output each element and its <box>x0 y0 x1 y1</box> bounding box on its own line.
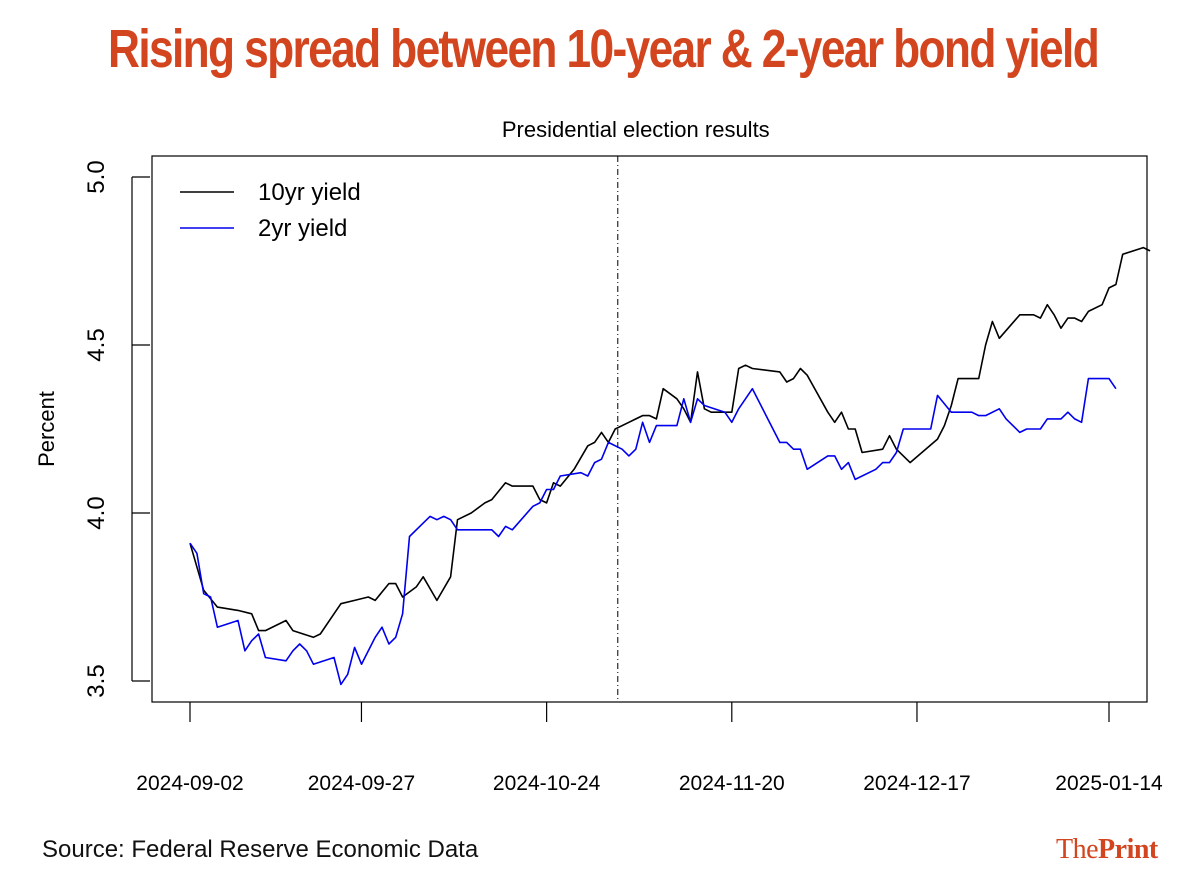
series-line-10yr <box>189 246 1151 639</box>
y-axis-label: Percent <box>34 391 59 467</box>
plot-frame <box>151 155 1148 703</box>
x-tick-label-3: 2024-11-20 <box>679 772 785 795</box>
y-tick-label-2: 4.5 <box>83 328 110 361</box>
x-tick-label-1: 2024-09-27 <box>308 772 415 795</box>
y-tick-label-3: 5.0 <box>83 160 110 193</box>
x-tick-label-5: 2025-01-14 <box>1055 772 1163 795</box>
election-annotation: Presidential election results <box>502 117 770 142</box>
y-tick-label-0: 3.5 <box>83 664 110 697</box>
series-line-2yr <box>189 377 1117 686</box>
source-note: Source: Federal Reserve Economic Data <box>42 836 479 863</box>
logo-the: The <box>1056 834 1099 865</box>
legend-label-0: 10yr yield <box>258 179 361 206</box>
legend-label-1: 2yr yield <box>258 215 347 242</box>
chart-headline: Rising spread between 10-year & 2-year b… <box>108 19 1100 79</box>
theprint-logo: ThePrint <box>1056 834 1158 866</box>
x-tick-label-0: 2024-09-02 <box>136 772 243 795</box>
x-tick-label-2: 2024-10-24 <box>493 772 601 795</box>
y-tick-label-1: 4.0 <box>83 496 110 529</box>
logo-print: Print <box>1098 834 1158 865</box>
x-tick-label-4: 2024-12-17 <box>863 772 970 795</box>
